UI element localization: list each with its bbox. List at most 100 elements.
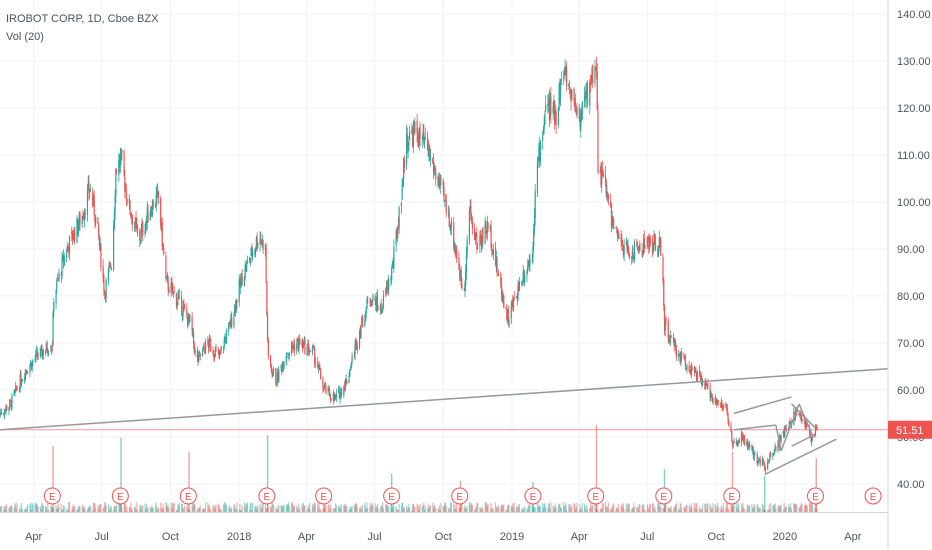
earnings-marker[interactable]: E [451,487,469,505]
candle-body [296,343,298,351]
earnings-marker[interactable]: E [43,487,61,505]
volume-bar [131,509,133,512]
volume-bar [261,508,263,512]
price-axis[interactable]: 40.0050.0060.0070.0080.0090.00100.00110.… [887,0,932,550]
volume-bar [219,509,222,512]
volume-bar [0,506,1,512]
volume-bar [251,509,253,512]
candle-body [806,425,808,427]
earnings-marker[interactable]: E [723,487,741,505]
symbol-title[interactable]: IROBOT CORP, 1D, Cboe BZX [6,13,159,25]
candle-body [10,402,12,408]
candle-body [150,211,152,213]
earnings-marker[interactable]: E [383,487,401,505]
volume-bar [743,506,745,512]
time-tick-label: Apr [571,531,588,543]
volume-bar [285,506,287,512]
candle-body [583,96,586,102]
candle-body [506,310,509,318]
candle-body [219,349,222,351]
volume-bar [361,508,363,512]
candle-body [712,398,714,403]
volume-bar [480,509,482,512]
candle-body [772,452,774,457]
volume-bar [55,505,57,512]
candle-body [6,405,8,411]
candle-body [260,239,262,242]
candle-body [427,147,429,156]
candle-body [642,239,645,254]
candle-body [339,392,341,401]
volume-bar [521,509,524,512]
volume-bar [617,503,619,512]
volume-bar [444,502,446,512]
earnings-marker[interactable]: E [111,487,129,505]
earnings-marker[interactable]: E [315,487,333,505]
volume-bar [240,509,243,512]
volume-bar [343,505,346,512]
volume-bar [406,505,408,512]
volume-bar [722,502,725,512]
earnings-marker[interactable]: E [806,487,824,505]
volume-bar [612,504,614,512]
candle-body [584,93,586,100]
candle-body [136,225,139,232]
candle-body [495,257,497,266]
volume-bar [558,504,560,512]
earnings-circle [315,487,333,505]
volume-bar [421,505,423,512]
candle-body [484,223,486,244]
volume-bar [717,506,719,512]
volume-indicator-label[interactable]: Vol (20) [6,31,44,43]
candle-body [648,238,651,247]
candle-body [612,218,614,222]
volume-bar [758,508,761,512]
volume-bar [559,503,561,512]
volume-bar [468,502,471,512]
earnings-marker[interactable]: E [179,487,197,505]
candle-body [615,227,617,229]
volume-bar [4,505,6,512]
earnings-marker[interactable]: E [524,487,542,505]
volume-bar [78,506,80,512]
candle-body [455,249,457,252]
price-tick-label: 120.00 [897,103,931,115]
volume-bar [752,507,754,512]
earnings-marker[interactable]: E [258,487,276,505]
candle-body [644,246,646,249]
volume-bar [44,506,47,512]
candle-body [286,355,288,358]
volume-bar [796,504,798,512]
candle-body [139,230,141,241]
time-axis[interactable]: Apr Jul Oct 2018 Apr Jul Oct 2019 Apr Jul Oct 2020 A… [0,512,888,544]
candle-body [66,245,68,252]
trendlines[interactable] [0,367,889,476]
candle-body [329,390,331,396]
volume-bar [194,504,196,512]
earnings-marker[interactable]: E [655,487,673,505]
volume-bar [103,507,105,512]
volume-bar [513,502,515,512]
volume-bar [280,504,282,512]
candle-body [542,136,544,141]
volume-bar [548,502,550,512]
volume-bar [47,502,49,512]
volume-bar [758,507,760,512]
volume-bar [41,502,43,512]
volume-bar [157,507,159,512]
earnings-marker[interactable]: E [864,487,882,505]
candle-body [448,211,450,227]
candle-body [182,306,184,316]
candle-body [475,233,477,238]
volume-bar [749,504,751,512]
volume-bar [238,509,240,512]
volume-bar [125,509,127,512]
earnings-marker[interactable]: E [587,487,605,505]
candle-body [241,275,243,286]
volume-bar [492,509,494,512]
candle-body [402,179,404,187]
volume-bar [230,508,232,512]
volume-bar [312,506,314,512]
